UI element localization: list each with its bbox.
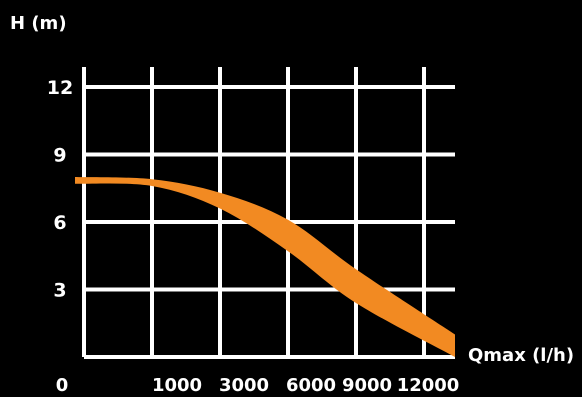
y-tick-label: 9 <box>53 145 66 167</box>
x-tick-label: 12000 <box>397 375 460 396</box>
y-axis-title: H (m) <box>10 13 67 34</box>
x-tick-label: 6000 <box>286 375 336 396</box>
x-tick-label: 9000 <box>342 375 392 396</box>
performance-band-area <box>75 177 455 357</box>
y-tick-label: 12 <box>47 77 73 99</box>
origin-label: 0 <box>56 375 69 396</box>
x-tick-label: 1000 <box>152 375 202 396</box>
axis-labels: H (m) Qmax (l/h) 0 <box>10 13 574 396</box>
grid <box>82 67 455 359</box>
x-axis-title: Qmax (l/h) <box>468 345 574 366</box>
y-tick-label: 3 <box>53 280 66 302</box>
x-tick-labels: 1000 3000 6000 9000 12000 <box>152 375 459 396</box>
y-tick-labels: 3 6 9 12 <box>47 77 73 302</box>
performance-band <box>75 177 455 357</box>
x-tick-label: 3000 <box>219 375 269 396</box>
y-tick-label: 6 <box>53 212 66 234</box>
